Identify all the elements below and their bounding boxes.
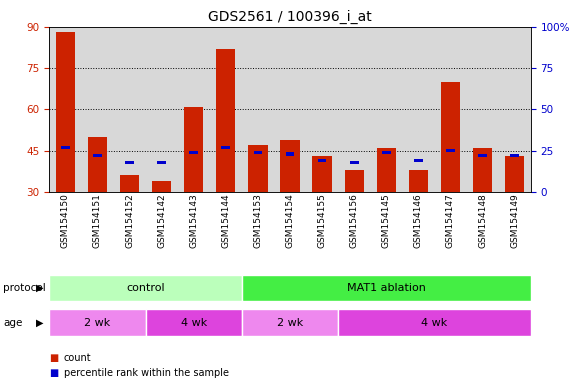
Bar: [157, 161, 166, 164]
Bar: [345, 170, 364, 192]
Text: 4 wk: 4 wk: [421, 318, 448, 328]
Bar: [49, 309, 146, 336]
Bar: [446, 149, 455, 152]
Bar: [184, 107, 204, 192]
Bar: [49, 275, 242, 301]
Bar: [248, 145, 267, 192]
Bar: [510, 154, 519, 157]
Bar: [313, 156, 332, 192]
Bar: [318, 159, 327, 162]
Bar: [409, 170, 428, 192]
Bar: [125, 161, 134, 164]
Bar: [152, 181, 171, 192]
Text: protocol: protocol: [3, 283, 46, 293]
Text: 4 wk: 4 wk: [180, 318, 207, 328]
Text: 2 wk: 2 wk: [277, 318, 303, 328]
Text: control: control: [126, 283, 165, 293]
Text: 2 wk: 2 wk: [84, 318, 111, 328]
Text: percentile rank within the sample: percentile rank within the sample: [64, 368, 229, 378]
Bar: [120, 175, 139, 192]
Bar: [146, 309, 242, 336]
Bar: [350, 161, 358, 164]
Bar: [505, 156, 524, 192]
Bar: [242, 275, 531, 301]
Text: count: count: [64, 353, 92, 363]
Bar: [216, 49, 235, 192]
Text: ▶: ▶: [36, 318, 44, 328]
Bar: [478, 154, 487, 157]
Bar: [222, 146, 230, 149]
Bar: [441, 82, 460, 192]
Bar: [93, 154, 101, 157]
Text: age: age: [3, 318, 22, 328]
Bar: [338, 309, 531, 336]
Text: MAT1 ablation: MAT1 ablation: [347, 283, 426, 293]
Bar: [382, 151, 390, 154]
Text: ■: ■: [49, 353, 59, 363]
Bar: [56, 32, 75, 192]
Bar: [286, 152, 294, 156]
Bar: [88, 137, 107, 192]
Bar: [61, 146, 70, 149]
Bar: [473, 148, 492, 192]
Bar: [190, 151, 198, 154]
Bar: [280, 140, 300, 192]
Bar: [242, 309, 338, 336]
Bar: [414, 159, 423, 162]
Bar: [376, 148, 396, 192]
Text: ▶: ▶: [36, 283, 44, 293]
Text: ■: ■: [49, 368, 59, 378]
Title: GDS2561 / 100396_i_at: GDS2561 / 100396_i_at: [208, 10, 372, 25]
Bar: [253, 151, 262, 154]
